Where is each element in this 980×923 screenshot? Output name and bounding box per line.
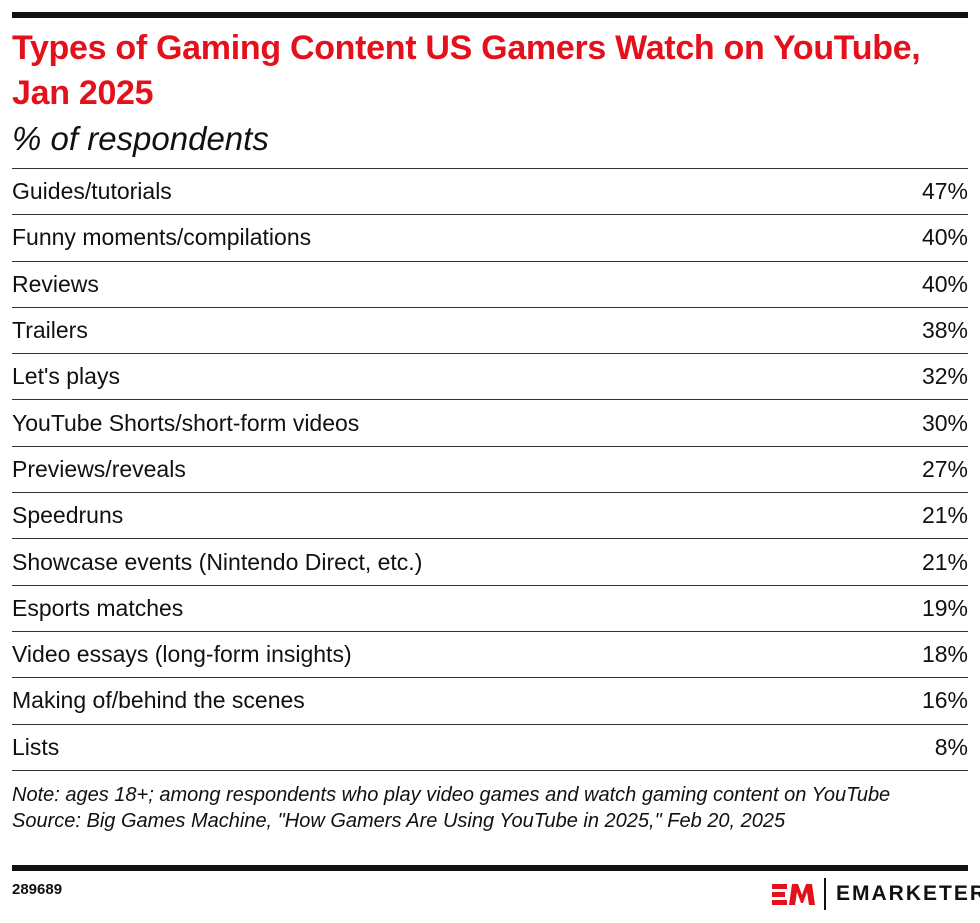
chart-id: 289689	[12, 881, 63, 898]
row-label: Trailers	[12, 317, 88, 344]
table-row: Funny moments/compilations 40%	[12, 215, 968, 262]
row-label: Previews/reveals	[12, 455, 186, 482]
table-row: YouTube Shorts/short-form videos 30%	[12, 400, 968, 447]
row-value: 8%	[934, 733, 968, 760]
data-table: Guides/tutorials 47% Funny moments/compila…	[12, 168, 968, 771]
em-logo-icon	[772, 884, 815, 905]
row-value: 27%	[921, 455, 968, 482]
table-row: Lists 8%	[12, 725, 968, 771]
row-label: Speedruns	[12, 502, 124, 529]
top-rule	[12, 12, 968, 18]
emarketer-logo: EMARKETER	[772, 878, 980, 910]
notes: Note: ages 18+; among respondents who pl…	[12, 783, 968, 834]
source-text: Source: Big Games Machine, "How Gamers A…	[12, 809, 786, 832]
row-value: 38%	[921, 317, 968, 344]
row-value: 21%	[921, 548, 968, 575]
row-value: 30%	[921, 409, 968, 436]
row-label: Reviews	[12, 270, 99, 297]
row-value: 19%	[921, 594, 968, 621]
row-value: 18%	[921, 641, 968, 668]
row-label: Esports matches	[12, 594, 184, 621]
bottom-rule	[12, 865, 968, 871]
row-value: 32%	[921, 363, 968, 390]
logo-divider	[824, 878, 826, 910]
note-text: Note: ages 18+; among respondents who pl…	[12, 784, 891, 806]
row-label: Funny moments/compilations	[12, 224, 312, 251]
table-row: Speedruns 21%	[12, 493, 968, 540]
row-label: Lists	[12, 733, 60, 760]
row-label: Showcase events (Nintendo Direct, etc.)	[12, 548, 423, 575]
chart-title: Types of Gaming Content US Gamers Watch …	[12, 29, 921, 112]
row-value: 40%	[921, 270, 968, 297]
row-label: Guides/tutorials	[12, 178, 172, 205]
table-row: Video essays (long-form insights) 18%	[12, 632, 968, 679]
row-value: 40%	[921, 224, 968, 251]
row-value: 16%	[921, 687, 968, 714]
table-row: Making of/behind the scenes 16%	[12, 678, 968, 725]
brand-name: EMARKETER	[836, 882, 980, 905]
table-row: Esports matches 19%	[12, 586, 968, 632]
row-label: Video essays (long-form insights)	[12, 641, 352, 668]
table-row: Guides/tutorials 47%	[12, 169, 968, 216]
chart-subtitle: % of respondents	[12, 120, 269, 157]
row-value: 47%	[921, 178, 968, 205]
table-row: Let's plays 32%	[12, 354, 968, 401]
table-row: Reviews 40%	[12, 262, 968, 308]
row-label: Let's plays	[12, 363, 120, 390]
table-row: Showcase events (Nintendo Direct, etc.) 2…	[12, 539, 968, 586]
row-label: YouTube Shorts/short-form videos	[12, 409, 360, 436]
row-label: Making of/behind the scenes	[12, 687, 305, 714]
row-value: 21%	[921, 502, 968, 529]
table-row: Previews/reveals 27%	[12, 447, 968, 494]
table-row: Trailers 38%	[12, 308, 968, 355]
